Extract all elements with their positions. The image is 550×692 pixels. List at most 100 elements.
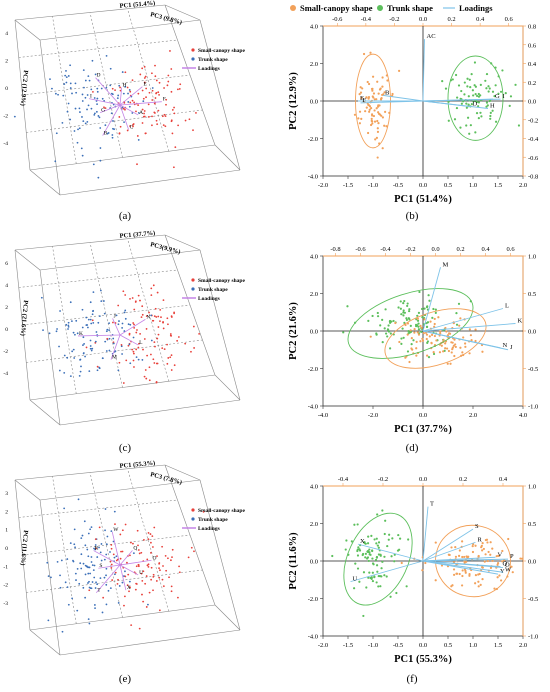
- small-canopy-point: [359, 86, 362, 89]
- small-canopy-point: [434, 541, 437, 544]
- small-canopy-point: [142, 538, 145, 541]
- trunk-point: [417, 322, 420, 325]
- trunk-point: [385, 575, 388, 578]
- small-canopy-point: [137, 104, 140, 107]
- small-canopy-point: [190, 546, 193, 549]
- small-canopy-point: [148, 591, 151, 594]
- trunk-point: [103, 576, 106, 579]
- right-tick-label: 0.8: [528, 24, 536, 31]
- cube-grid-line: [52, 476, 77, 624]
- trunk-point: [479, 111, 482, 114]
- trunk-point: [475, 112, 479, 115]
- small-canopy-point: [150, 551, 152, 554]
- loading-label: F: [163, 97, 166, 103]
- loading-label: S: [99, 563, 102, 569]
- trunk-point: [432, 307, 435, 311]
- right-tick-label: 1.0: [528, 254, 536, 261]
- trunk-point: [474, 85, 477, 88]
- small-canopy-point: [156, 555, 158, 558]
- small-canopy-point: [459, 317, 462, 320]
- trunk-point: [100, 87, 103, 90]
- small-canopy-point: [415, 340, 418, 343]
- trunk-point: [466, 85, 469, 88]
- trunk-point: [353, 523, 356, 526]
- loading-vector: [119, 104, 139, 116]
- cube-edge-depth: [214, 144, 241, 171]
- trunk-point: [93, 113, 96, 116]
- trunk-point: [371, 579, 375, 583]
- trunk-point: [400, 313, 403, 316]
- trunk-point: [94, 73, 97, 76]
- trunk-point: [47, 575, 50, 578]
- pca-3d-plot-a: Small-canopy shape Trunk shape Loadings PC1…: [3, 0, 245, 196]
- trunk-point: [107, 589, 110, 592]
- trunk-point: [97, 321, 100, 324]
- trunk-point: [89, 528, 92, 531]
- small-canopy-point: [519, 557, 522, 560]
- trunk-point: [344, 548, 347, 551]
- small-canopy-point: [170, 585, 173, 588]
- trunk-point: [417, 325, 420, 328]
- loading-vector: [119, 550, 133, 566]
- trunk-point: [92, 291, 95, 294]
- trunk-point: [150, 339, 153, 342]
- trunk-point: [99, 551, 102, 554]
- trunk-point: [106, 328, 109, 331]
- trunk-point: [418, 290, 421, 294]
- small-canopy-point: [123, 604, 125, 607]
- y-tick-label: 0.0: [310, 559, 318, 566]
- small-canopy-point: [114, 89, 116, 91]
- small-canopy-point: [142, 570, 145, 573]
- trunk-point: [366, 542, 370, 545]
- cube-grid-line: [127, 8, 170, 152]
- small-canopy-point: [145, 96, 147, 99]
- small-canopy-point: [162, 585, 165, 588]
- trunk-point: [368, 548, 371, 551]
- legend-label-small-canopy: Small-canopy shape: [198, 508, 245, 514]
- small-canopy-point: [164, 125, 167, 128]
- small-canopy-point: [383, 124, 386, 127]
- x-tick-label: 0.5: [444, 642, 452, 649]
- trunk-point: [81, 154, 84, 157]
- trunk-point: [388, 319, 392, 323]
- trunk-point: [49, 78, 51, 80]
- small-canopy-point: [410, 337, 413, 340]
- small-canopy-point: [140, 316, 143, 319]
- trunk-point: [127, 323, 130, 326]
- loading-vector: [102, 104, 121, 136]
- small-canopy-point: [139, 73, 142, 76]
- trunk-point: [74, 546, 76, 549]
- small-canopy-point: [158, 567, 160, 570]
- trunk-point: [84, 573, 87, 576]
- small-canopy-point: [425, 337, 428, 341]
- trunk-point: [91, 581, 94, 583]
- trunk-point: [485, 101, 489, 104]
- small-canopy-point: [143, 65, 146, 68]
- small-canopy-point: [376, 156, 379, 159]
- trunk-point: [475, 100, 479, 104]
- trunk-point: [55, 330, 58, 333]
- small-canopy-point: [353, 113, 357, 116]
- y-tick-label: -2.0: [308, 136, 318, 143]
- trunk-point: [432, 352, 436, 356]
- z-tick-label: 2: [5, 305, 8, 311]
- legend-marker-trunk: [191, 287, 195, 291]
- small-canopy-point: [449, 362, 452, 365]
- small-canopy-point: [163, 348, 166, 351]
- trunk-point: [81, 326, 84, 329]
- trunk-point: [75, 319, 78, 322]
- small-canopy-point: [491, 559, 494, 562]
- small-canopy-point: [126, 86, 129, 89]
- small-canopy-point: [430, 333, 434, 336]
- trunk-point: [381, 318, 384, 321]
- small-canopy-point: [150, 566, 153, 569]
- trunk-point: [97, 176, 100, 179]
- top-tick-label: 0.0: [419, 16, 427, 23]
- trunk-point: [386, 544, 389, 548]
- loading-label: M: [112, 355, 117, 361]
- trunk-point: [89, 301, 92, 304]
- trunk-point: [376, 315, 380, 318]
- small-canopy-point: [421, 337, 424, 340]
- small-canopy-point: [486, 541, 489, 544]
- small-canopy-point: [171, 132, 174, 135]
